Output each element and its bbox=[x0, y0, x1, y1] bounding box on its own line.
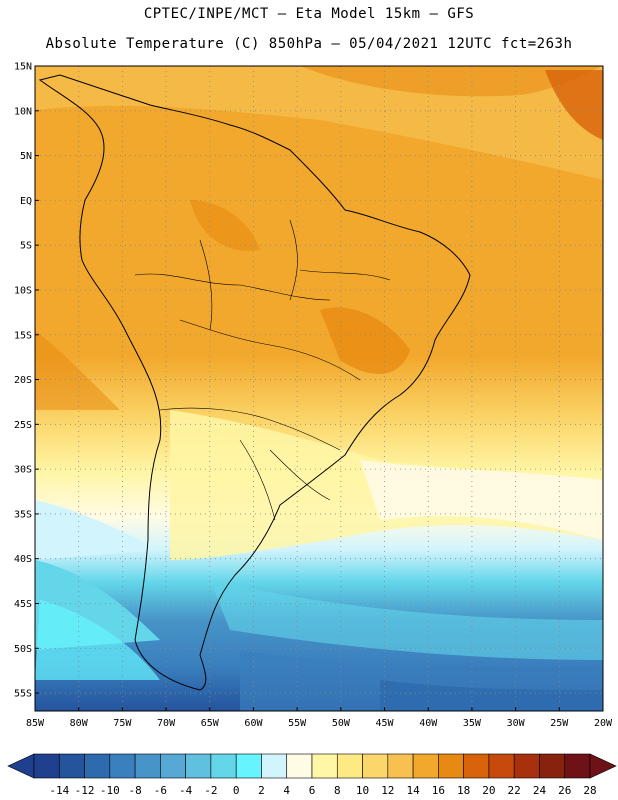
legend-swatch bbox=[109, 753, 136, 779]
lat-label: 15S bbox=[14, 330, 32, 341]
lat-label: 35S bbox=[14, 509, 32, 520]
legend-tick-label: 10 bbox=[356, 784, 369, 797]
legend-tick-label: -4 bbox=[179, 784, 193, 797]
lat-label: 40S bbox=[14, 554, 32, 565]
legend-swatch bbox=[134, 753, 161, 779]
legend-tick-label: -12 bbox=[75, 784, 95, 797]
legend-swatch bbox=[336, 753, 363, 779]
legend-tick-label: 2 bbox=[258, 784, 265, 797]
coastline bbox=[38, 74, 471, 691]
map-frame bbox=[34, 65, 604, 712]
lon-label: 65W bbox=[201, 718, 220, 729]
legend-tick-label: 26 bbox=[558, 784, 571, 797]
legend-tick-label: 22 bbox=[508, 784, 521, 797]
legend-swatch bbox=[210, 753, 237, 779]
legend-tick-label: 12 bbox=[381, 784, 394, 797]
legend-swatch bbox=[362, 753, 389, 779]
legend-over-arrow bbox=[589, 753, 617, 779]
legend-swatch bbox=[311, 753, 338, 779]
legend-swatch bbox=[412, 753, 439, 779]
lat-label: 25S bbox=[14, 420, 32, 431]
legend-swatch bbox=[488, 753, 515, 779]
legend-tick-label: -14 bbox=[49, 784, 69, 797]
lon-label: 55W bbox=[288, 718, 307, 729]
longitude-labels: 85W 80W 75W 70W 65W 60W 55W 50W 45W 40W 35W 30W 25W 2… bbox=[26, 707, 613, 729]
lat-label: 50S bbox=[14, 644, 32, 655]
lat-label: 55S bbox=[14, 689, 32, 700]
legend-swatch bbox=[387, 753, 414, 779]
lat-label: 10N bbox=[14, 106, 32, 117]
lat-label: 15N bbox=[14, 62, 32, 73]
legend-tick-label: 8 bbox=[334, 784, 341, 797]
temperature-field bbox=[35, 66, 603, 711]
lon-label: 60W bbox=[244, 718, 263, 729]
lon-label: 85W bbox=[26, 718, 45, 729]
country-borders bbox=[134, 219, 391, 521]
legend-tick-label: 28 bbox=[583, 784, 596, 797]
legend-swatch bbox=[185, 753, 212, 779]
legend-swatch bbox=[564, 753, 591, 779]
lat-label: 30S bbox=[14, 465, 32, 476]
legend-swatch bbox=[261, 753, 288, 779]
legend-tick-label: 18 bbox=[457, 784, 470, 797]
lat-label: EQ bbox=[20, 196, 32, 207]
lat-label: 20S bbox=[14, 375, 32, 386]
lat-label: 10S bbox=[14, 285, 32, 296]
lat-label: 45S bbox=[14, 599, 32, 610]
legend-swatch bbox=[58, 753, 85, 779]
legend-swatch bbox=[33, 753, 60, 779]
legend-tick-label: -6 bbox=[154, 784, 167, 797]
lon-label: 40W bbox=[419, 718, 438, 729]
legend-tick-label: 0 bbox=[233, 784, 240, 797]
legend-swatch bbox=[160, 753, 186, 779]
legend-swatch bbox=[235, 753, 262, 779]
legend-swatches bbox=[7, 753, 617, 779]
legend-tick-label: -8 bbox=[128, 784, 141, 797]
chart-title-line2: Absolute Temperature (C) 850hPa – 05/04/… bbox=[45, 36, 573, 52]
lon-label: 45W bbox=[376, 718, 395, 729]
legend-swatch bbox=[286, 753, 313, 779]
lat-label: 5S bbox=[20, 241, 32, 252]
legend-under-arrow bbox=[7, 753, 35, 779]
lat-label: 5N bbox=[20, 151, 32, 162]
lon-label: 80W bbox=[70, 718, 89, 729]
legend-swatch bbox=[539, 753, 566, 779]
legend-tick-label: 14 bbox=[406, 784, 420, 797]
lon-label: 75W bbox=[113, 718, 132, 729]
legend-tick-labels: -14 -12 -10 -8 -6 -4 -2 0 2 4 6 8 10 12 14 16 18 20 22 24 26… bbox=[49, 784, 596, 797]
lon-label: 30W bbox=[507, 718, 526, 729]
legend-tick-label: 4 bbox=[283, 784, 290, 797]
lon-label: 20W bbox=[594, 718, 613, 729]
latitude-labels: 15N 10N 5N EQ 5S 10S 15S 20S 25S 30S 35S 40S 45S 50S 5… bbox=[14, 62, 39, 700]
legend-swatch bbox=[438, 753, 464, 779]
legend-tick-label: 16 bbox=[432, 784, 445, 797]
legend-tick-label: 6 bbox=[309, 784, 316, 797]
legend-swatch bbox=[84, 753, 111, 779]
legend-tick-label: 24 bbox=[533, 784, 547, 797]
lon-label: 25W bbox=[550, 718, 569, 729]
legend-tick-label: -2 bbox=[204, 784, 217, 797]
legend-tick-label: 20 bbox=[482, 784, 495, 797]
lon-label: 70W bbox=[157, 718, 176, 729]
legend-tick-label: -10 bbox=[100, 784, 120, 797]
legend-swatch bbox=[513, 753, 540, 779]
chart-title-line1: CPTEC/INPE/MCT – Eta Model 15km – GFS bbox=[143, 6, 475, 22]
lon-label: 50W bbox=[332, 718, 351, 729]
lon-label: 35W bbox=[463, 718, 482, 729]
legend-swatch bbox=[463, 753, 490, 779]
